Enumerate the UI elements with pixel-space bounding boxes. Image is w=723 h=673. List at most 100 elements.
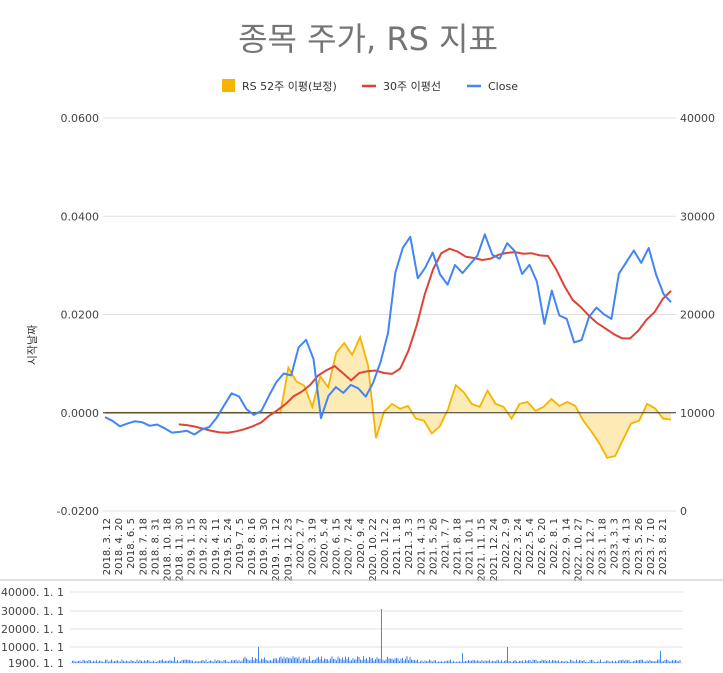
x-tick-label: 2020. 9. 4	[356, 518, 367, 569]
volume-bar	[379, 658, 381, 663]
volume-bar	[304, 657, 306, 663]
x-tick-label: 2018. 7. 18	[138, 518, 149, 575]
volume-bar	[228, 661, 229, 663]
volume-bar	[567, 661, 568, 663]
volume-bar	[327, 659, 328, 663]
volume-bar	[376, 657, 378, 663]
volume-bar	[175, 661, 177, 663]
volume-bar	[231, 660, 232, 663]
volume-panel: 40000. 1. 1 30000. 1. 1 20000. 1. 1 10000. …	[1, 586, 683, 670]
x-tick-label: 2022. 6. 20	[537, 518, 548, 575]
volume-bar	[663, 661, 664, 663]
volume-bar	[448, 660, 450, 663]
volume-bar	[598, 661, 600, 663]
volume-bar	[342, 657, 343, 663]
volume-bar	[478, 660, 480, 663]
volume-axis-ticks: 40000. 1. 1 30000. 1. 1 20000. 1. 1 10000. …	[1, 586, 64, 670]
volume-bar	[492, 660, 493, 663]
volume-bar	[193, 661, 195, 663]
volume-bar	[451, 661, 453, 663]
volume-bar	[136, 659, 138, 663]
volume-bar	[423, 661, 424, 663]
volume-bar	[337, 656, 339, 663]
volume-bar	[525, 660, 526, 663]
volume-bar	[652, 661, 654, 663]
volume-bar	[651, 661, 652, 663]
volume-bar	[145, 661, 147, 663]
x-tick-label: 2019. 11. 12	[271, 518, 282, 582]
volume-bar	[417, 659, 418, 663]
volume-bar	[351, 660, 352, 663]
volume-bar	[556, 661, 558, 663]
volume-bar	[574, 661, 576, 663]
x-tick-label: 2020. 6. 15	[332, 518, 343, 575]
volume-bar	[564, 661, 565, 663]
volume-bar	[547, 661, 549, 663]
volume-bar	[426, 661, 427, 663]
volume-bar	[447, 660, 448, 663]
volume-bar	[393, 659, 394, 663]
volume-bar	[168, 660, 169, 663]
volume-bar	[250, 659, 252, 663]
volume-bar	[210, 660, 211, 663]
volume-bar	[510, 661, 511, 663]
volume-bar	[307, 659, 309, 663]
volume-bar	[436, 662, 438, 663]
volume-bar	[366, 658, 367, 663]
volume-bar	[639, 660, 640, 663]
volume-bar	[328, 660, 330, 663]
volume-bar	[298, 656, 300, 663]
volume-bar	[414, 660, 415, 663]
volume-bar	[346, 659, 348, 663]
volume-bar	[273, 658, 274, 663]
volume-bar	[594, 662, 595, 663]
legend-swatch-rs	[222, 79, 235, 92]
x-tick-label: 2020. 3. 19	[308, 518, 319, 575]
volume-bar	[186, 659, 187, 663]
volume-bar	[657, 659, 658, 663]
volume-bar	[367, 660, 369, 663]
volume-bar	[216, 660, 217, 663]
volume-bar	[324, 658, 325, 663]
volume-bar	[435, 660, 436, 663]
volume-bar	[607, 660, 609, 663]
volume-bar	[487, 660, 489, 663]
volume-bar	[679, 660, 681, 663]
volume-bar	[148, 660, 150, 663]
volume-bar	[220, 660, 222, 663]
volume-bar	[432, 661, 433, 663]
volume-bar	[291, 658, 292, 663]
volume-bar	[195, 661, 196, 663]
volume-bar	[573, 661, 574, 663]
volume-bar	[256, 659, 258, 663]
volume-bar	[439, 661, 441, 663]
volume-bar	[519, 660, 520, 663]
volume-bar	[495, 661, 496, 663]
volume-gridlines	[70, 591, 683, 664]
volume-bar	[154, 661, 156, 663]
volume-bar	[357, 656, 358, 663]
volume-bar	[157, 661, 159, 663]
volume-bar	[474, 660, 475, 663]
x-tick-label: 2019. 1. 15	[187, 518, 198, 575]
volume-bar	[354, 659, 355, 663]
volume-bar	[262, 659, 264, 663]
volume-bar	[382, 659, 384, 663]
volume-bar	[75, 661, 76, 663]
x-tick-label: 2019. 7. 5	[235, 518, 246, 569]
volume-bar	[576, 659, 577, 663]
volume-bar	[477, 660, 478, 663]
volume-bar	[123, 660, 124, 663]
volume-bar	[339, 658, 340, 663]
volume-bar	[664, 659, 666, 663]
volume-bar	[460, 661, 462, 663]
volume-bar	[454, 661, 456, 663]
x-tick-label: 2019. 9. 30	[259, 518, 270, 575]
volume-bar	[160, 660, 162, 663]
volume-bar	[480, 661, 481, 663]
x-tick-label: 2022. 5. 4	[525, 518, 536, 569]
volume-bar	[645, 661, 646, 663]
volume-bar	[88, 660, 90, 663]
volume-bar	[183, 659, 184, 663]
